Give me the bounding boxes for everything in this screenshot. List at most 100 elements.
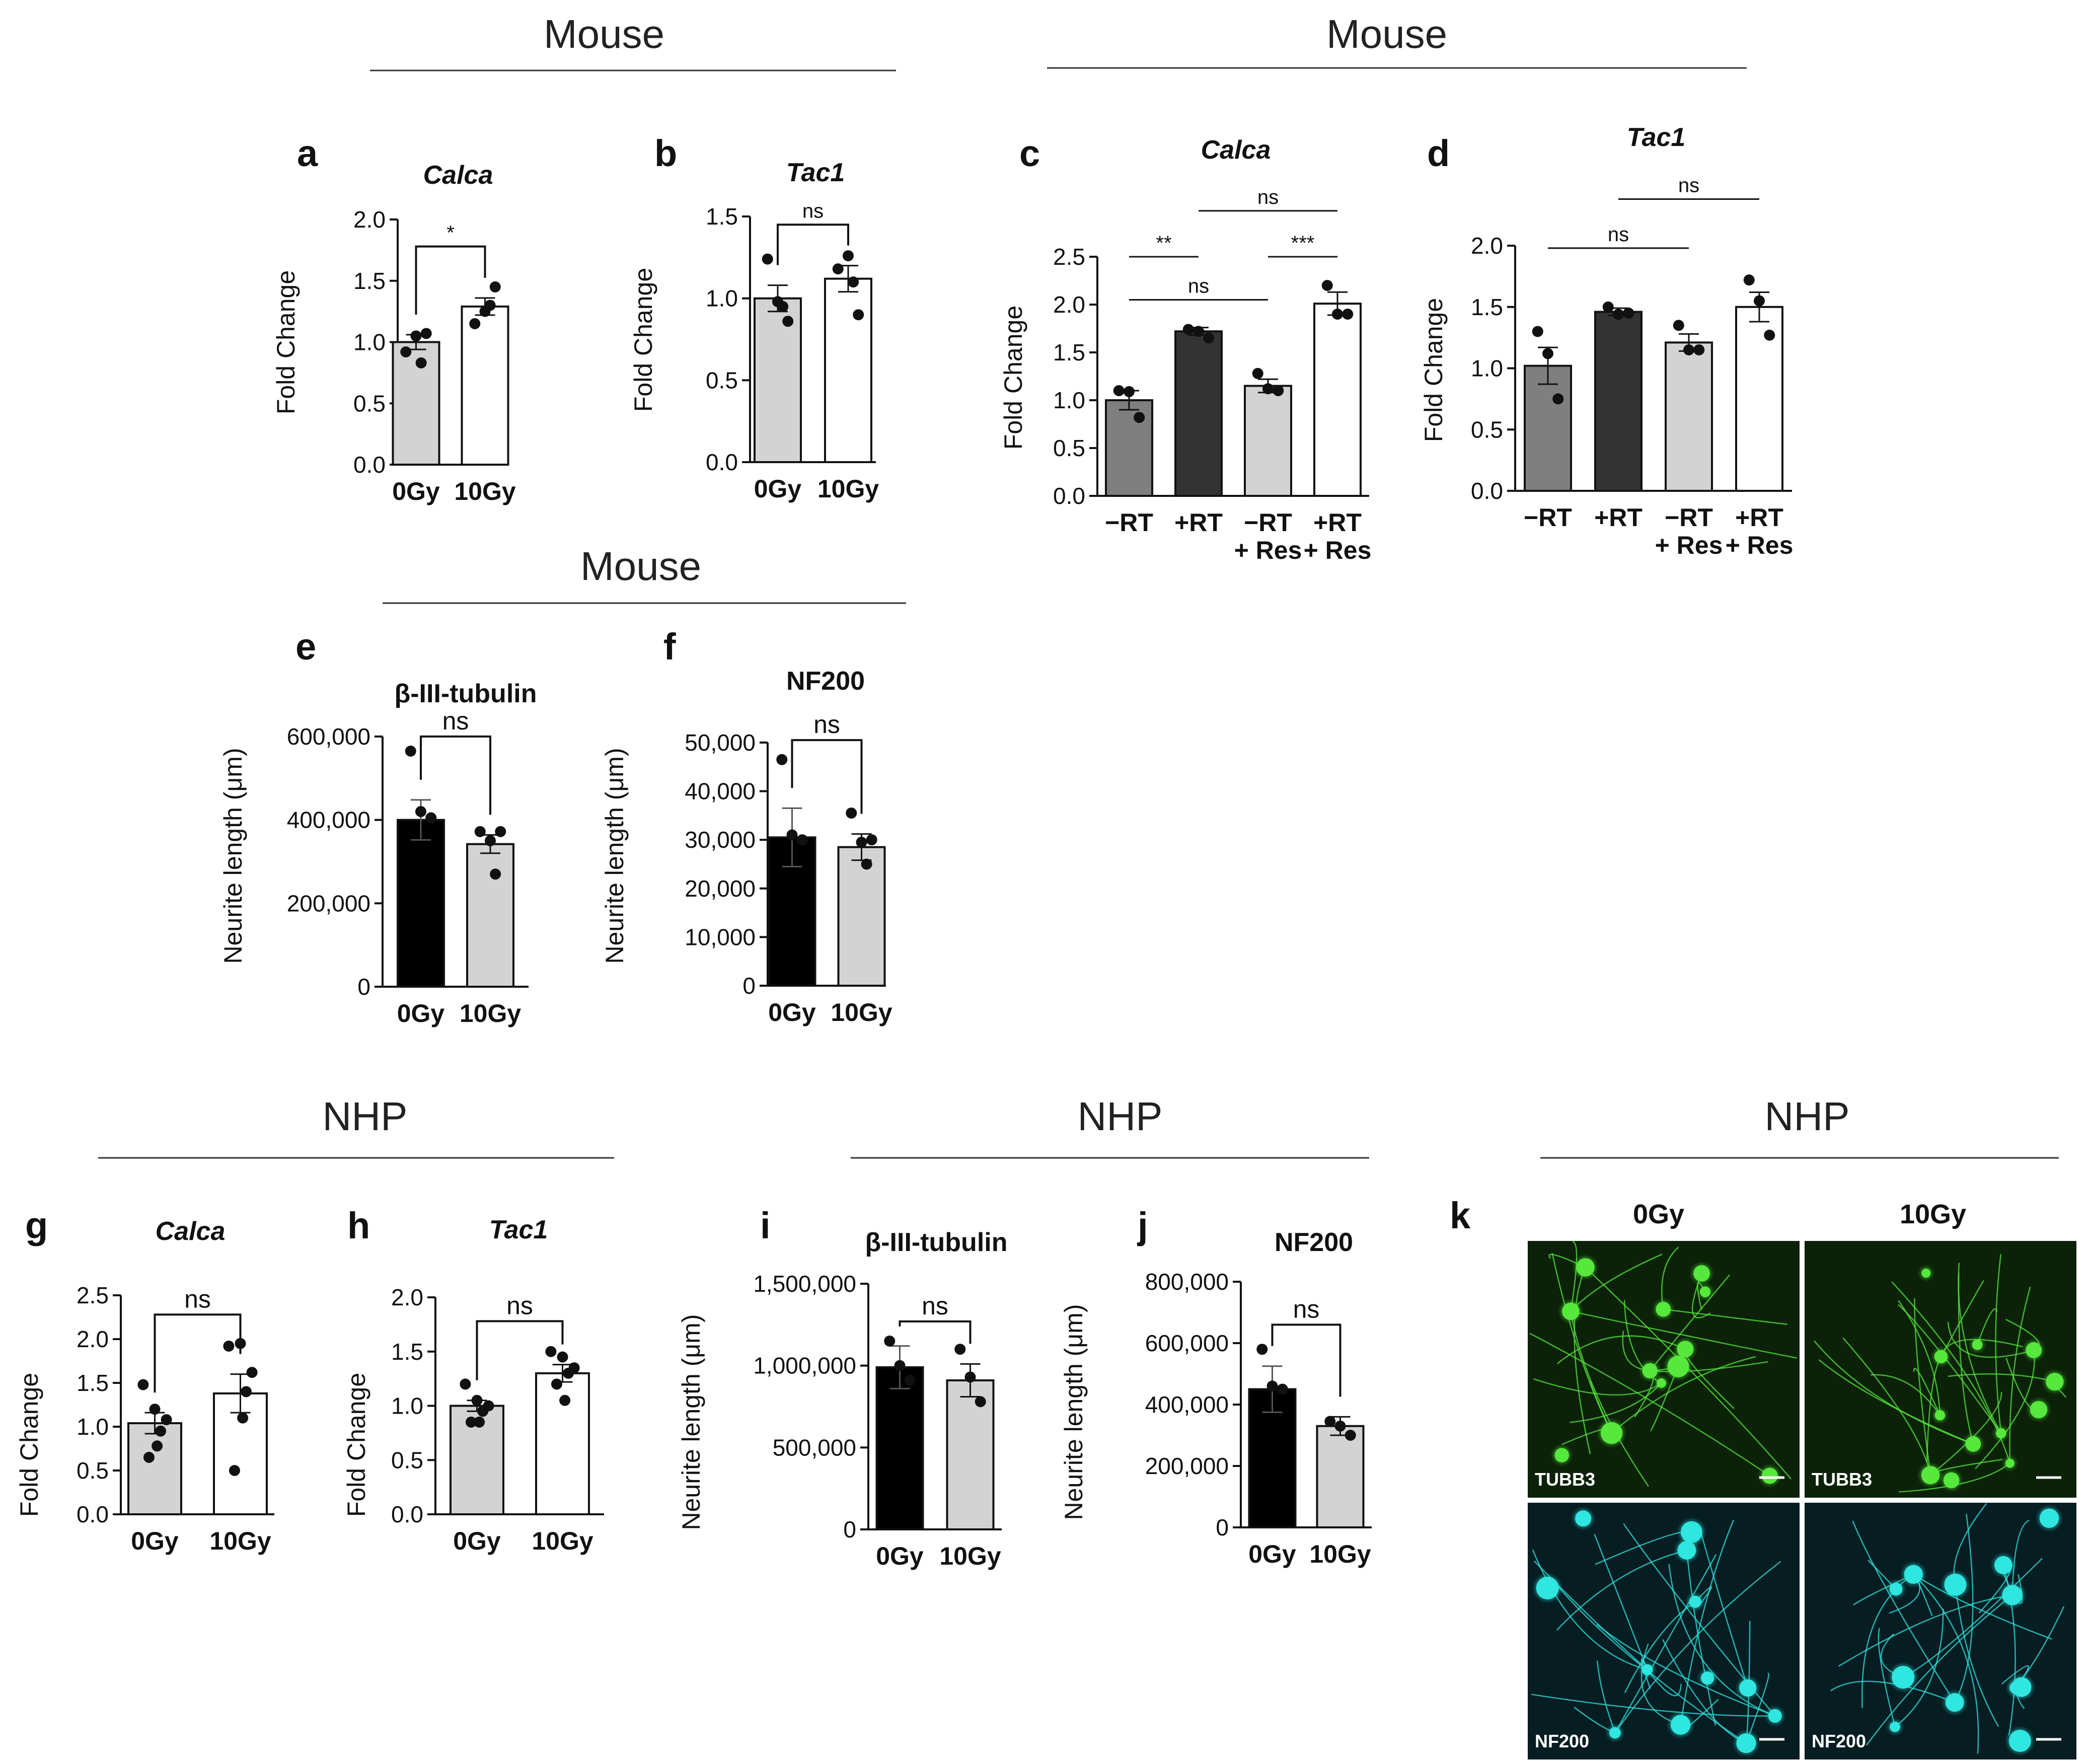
y-tick-label: 0.5 xyxy=(77,1457,109,1484)
neurite xyxy=(1650,1366,1679,1432)
y-tick-label: 600,000 xyxy=(287,723,370,750)
data-point xyxy=(796,834,808,846)
y-tick-label: 2.0 xyxy=(353,206,386,233)
chart-title: NF200 xyxy=(1275,1228,1353,1257)
data-point xyxy=(777,301,789,312)
bar xyxy=(1665,341,1713,492)
category-label: +RT xyxy=(1594,503,1643,532)
chart-title: β-III-tubulin xyxy=(865,1228,1008,1257)
data-point xyxy=(1542,348,1553,359)
neuron-soma xyxy=(1996,1428,2006,1439)
data-point xyxy=(1252,368,1263,379)
y-tick-label: 0 xyxy=(357,974,370,1000)
neurite xyxy=(1894,1608,1944,1728)
neuron-soma xyxy=(1768,1709,1782,1723)
category-label: 0Gy xyxy=(768,998,816,1026)
neuron-soma xyxy=(1934,1350,1948,1364)
section-mouse-left: Mouse xyxy=(370,12,896,71)
data-point xyxy=(152,1440,163,1452)
neuron-soma xyxy=(1892,1666,1915,1689)
significance-bracket xyxy=(791,739,863,814)
chart-title: Calca xyxy=(1201,135,1271,165)
y-axis-label: Neurite length (μm) xyxy=(677,1314,705,1530)
neuron-soma xyxy=(1609,1727,1621,1739)
panel-letter: f xyxy=(663,626,676,668)
bar xyxy=(397,819,445,988)
data-point xyxy=(1693,344,1705,355)
data-point xyxy=(1193,326,1204,337)
y-tick-label: 200,000 xyxy=(1145,1453,1229,1479)
y-tick-label: 1.0 xyxy=(353,329,386,355)
channel-label: NF200 xyxy=(1535,1731,1589,1751)
neuron-soma xyxy=(1642,1363,1658,1379)
y-tick-label: 10,000 xyxy=(685,924,756,950)
data-point xyxy=(1266,1380,1278,1392)
data-point xyxy=(474,826,486,837)
y-axis-label: Fold Change xyxy=(1420,298,1448,442)
neurite xyxy=(1557,1335,1686,1364)
data-point xyxy=(1113,385,1125,396)
neurite xyxy=(1556,1550,1687,1631)
y-tick-label: 0.5 xyxy=(353,390,386,416)
neuron-soma xyxy=(2039,1508,2059,1528)
y-tick-label: 1,000,000 xyxy=(753,1353,856,1379)
neurite xyxy=(1585,1267,1792,1480)
neuron-soma xyxy=(1554,1448,1569,1462)
significance-label: ns xyxy=(813,710,840,739)
category-label: −RT xyxy=(1244,508,1292,537)
neurite xyxy=(1903,1558,2043,1678)
neurite xyxy=(1571,1310,1798,1359)
significance-bracket xyxy=(420,736,491,815)
category-label: 10Gy xyxy=(454,477,516,505)
bar xyxy=(392,341,440,466)
neuron-soma xyxy=(2005,1458,2015,1468)
y-tick-label: 1.0 xyxy=(1053,387,1085,413)
neurite xyxy=(1551,1253,1612,1434)
neurite xyxy=(1596,1660,1616,1733)
data-point xyxy=(861,858,872,870)
data-point xyxy=(400,346,412,357)
significance-label: ns xyxy=(1257,186,1279,208)
neuron-soma xyxy=(2046,1373,2064,1391)
bar xyxy=(875,1366,924,1530)
y-tick-label: 0.0 xyxy=(77,1501,109,1527)
data-point xyxy=(1182,324,1194,335)
neurite xyxy=(1647,1669,1682,1697)
data-point xyxy=(1277,1383,1288,1395)
data-point xyxy=(489,281,501,292)
tile-background xyxy=(1805,1241,2076,1498)
y-axis-label: Neurite length (μm) xyxy=(219,748,247,964)
panel-k-microscopy: k 0Gy 10Gy TUBB3 TUBB3 NF200 NF200 xyxy=(1450,1195,2076,1759)
panel-letter: h xyxy=(347,1205,370,1246)
data-point xyxy=(1342,309,1354,320)
neurite xyxy=(1958,1273,1974,1444)
neuron-soma xyxy=(2026,1342,2042,1358)
category-label: 10Gy xyxy=(209,1527,271,1555)
section-title-nhp-mid: NHP xyxy=(1078,1094,1163,1139)
section-title-nhp-left: NHP xyxy=(323,1094,408,1139)
neurite xyxy=(1975,1350,2035,1469)
y-tick-label: 2.0 xyxy=(77,1326,109,1352)
data-point xyxy=(1256,1344,1268,1355)
y-tick-label: 0.0 xyxy=(1053,483,1085,509)
data-point xyxy=(485,835,496,847)
data-point xyxy=(563,1367,574,1379)
data-point xyxy=(762,253,773,265)
data-point xyxy=(1532,326,1543,337)
section-title-mouse-right: Mouse xyxy=(1326,12,1447,56)
data-point xyxy=(904,1374,916,1386)
neuron-soma xyxy=(1736,1733,1756,1753)
significance-bracket xyxy=(777,224,849,265)
data-point xyxy=(557,1351,568,1363)
data-point xyxy=(843,250,854,262)
y-tick-label: 2.5 xyxy=(1053,244,1085,270)
y-tick-label: 1.5 xyxy=(1471,294,1503,320)
panel-letter: i xyxy=(760,1205,771,1246)
y-tick-label: 50,000 xyxy=(685,729,756,756)
category-label: + Res xyxy=(1304,536,1372,564)
neuron-soma xyxy=(1689,1595,1701,1608)
neurite xyxy=(1976,1308,1998,1345)
neurite xyxy=(1866,1594,2013,1746)
data-point xyxy=(149,1404,161,1415)
